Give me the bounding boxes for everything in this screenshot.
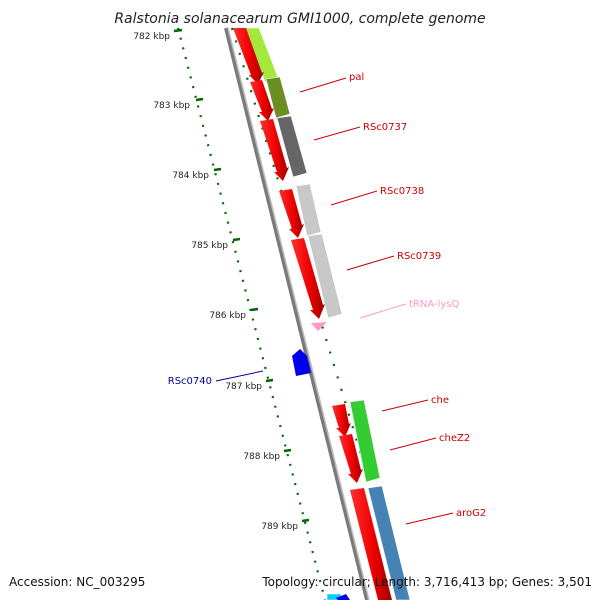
- cds-arrow: [332, 404, 351, 437]
- leader-line: [215, 370, 264, 382]
- tick-mark: [301, 518, 310, 523]
- tick-label: 787 kbp: [225, 382, 262, 392]
- tick-label: 783 kbp: [153, 101, 190, 111]
- cog-block-lightgray: [307, 233, 343, 319]
- cds-arrow: [291, 238, 325, 319]
- tick-mark: [195, 97, 204, 102]
- cog-block-steelblue: [367, 485, 411, 600]
- leader-line: [359, 303, 407, 319]
- gene-label[interactable]: cheZ2: [439, 433, 470, 444]
- reverse-cds-arrow: [336, 594, 350, 600]
- tick-ring: [176, 27, 327, 600]
- backbone: [224, 27, 369, 600]
- gene-label[interactable]: RSc0738: [380, 186, 424, 197]
- gene-labels: pal RSc0737 RSc0738 RSc0739 tRNA-lysQ RS…: [168, 72, 487, 519]
- leader-line: [313, 126, 361, 141]
- accession-text: Accession: NC_003295: [9, 575, 145, 589]
- tick-label: 786 kbp: [209, 311, 246, 321]
- leader-line: [299, 77, 347, 93]
- tick-mark: [232, 237, 241, 242]
- major-ticks: [173, 28, 310, 523]
- tick-label: 789 kbp: [261, 522, 298, 532]
- cog-block-olive: [265, 76, 291, 119]
- cds-arrow: [250, 80, 274, 121]
- tick-label: 788 kbp: [243, 452, 280, 462]
- leader-line: [389, 437, 437, 451]
- cds-arrow: [233, 28, 264, 84]
- tick-label: 782 kbp: [133, 32, 170, 42]
- tick-label: 785 kbp: [191, 241, 228, 251]
- tick-mark: [283, 448, 292, 453]
- gene-label[interactable]: tRNA-lysQ: [409, 299, 459, 310]
- forward-cds-track: [233, 28, 392, 600]
- trna-marker: [311, 322, 327, 331]
- tick-mark: [213, 167, 222, 172]
- cog-block-darkgray: [276, 115, 308, 178]
- leader-line: [405, 512, 454, 525]
- gene-label[interactable]: RSc0740: [168, 376, 212, 387]
- cog-block-green: [349, 399, 381, 483]
- cds-arrow: [260, 119, 289, 181]
- tick-mark: [265, 378, 274, 383]
- tick-mark: [250, 307, 259, 312]
- gene-label[interactable]: pal: [349, 72, 364, 83]
- cog-block-lightgray: [295, 183, 322, 237]
- tick-label: 784 kbp: [172, 171, 209, 181]
- cds-arrow: [339, 434, 363, 483]
- gene-label[interactable]: RSc0737: [363, 122, 407, 133]
- tick-mark: [173, 28, 183, 33]
- gene-label[interactable]: aroG2: [456, 508, 486, 519]
- leader-line: [330, 190, 378, 206]
- gene-label[interactable]: che: [431, 395, 449, 406]
- cds-arrow: [350, 488, 392, 600]
- label-leaders: [215, 77, 454, 525]
- tick-labels: 782 kbp 783 kbp 784 kbp 785 kbp 786 kbp …: [133, 32, 298, 532]
- cds-arrow: [279, 189, 304, 238]
- leader-line: [381, 399, 429, 412]
- map-title: Ralstonia solanacearum GMI1000, complete…: [114, 11, 485, 27]
- leader-line: [346, 255, 395, 271]
- gene-label[interactable]: RSc0739: [397, 251, 441, 262]
- backbone-highlight: [227, 27, 370, 600]
- topology-summary: Topology: circular; Length: 3,716,413 bp…: [261, 575, 592, 589]
- reverse-cds-arrow: [292, 349, 311, 376]
